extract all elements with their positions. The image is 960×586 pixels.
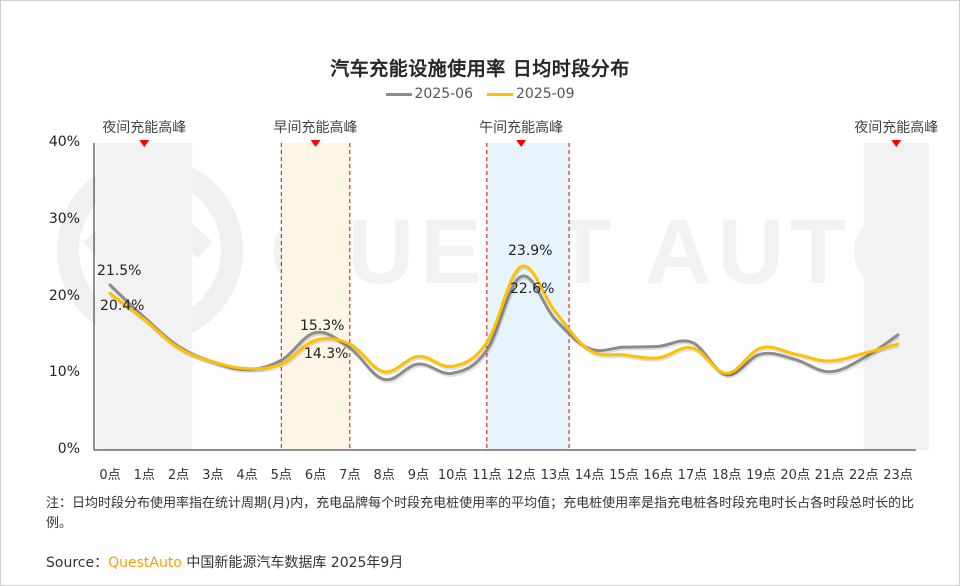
watermark-text: QUEST AUTO: [270, 201, 928, 303]
x-tick-label: 7点: [339, 468, 361, 483]
y-tick-label: 10%: [48, 364, 80, 381]
x-tick-label: 5点: [270, 468, 292, 483]
legend-swatch-yellow: [487, 92, 513, 96]
data-label: 22.6%: [510, 281, 555, 297]
peak-band: [863, 143, 929, 450]
x-tick-label: 12点: [506, 468, 536, 483]
chart-title: 汽车充能设施使用率 日均时段分布: [330, 58, 630, 80]
x-tick-label: 16点: [643, 468, 673, 483]
peak-band: [486, 143, 570, 450]
x-tick-label: 23点: [883, 468, 913, 483]
peak-band: [281, 143, 350, 450]
peak-label: 午间充能高峰: [479, 120, 564, 136]
footnote: 注：日均时段分布使用率指在统计周期(月)内，充电品牌每个时段充电桩使用率的平均值…: [46, 496, 915, 531]
x-tick-label: 18点: [711, 468, 742, 483]
source-text: 中国新能源汽车数据库 2025年9月: [181, 555, 404, 571]
peak-marker-triangle: [891, 140, 902, 147]
legend-item-2025-09[interactable]: 2025-09: [487, 86, 575, 102]
x-tick-label: 1点: [133, 468, 155, 483]
y-tick-label: 30%: [48, 210, 80, 227]
data-label: 21.5%: [97, 263, 142, 279]
x-tick-label: 21点: [814, 468, 845, 483]
x-tick-label: 8点: [373, 468, 395, 483]
x-tick-label: 9点: [407, 468, 429, 483]
peak-label: 夜间充能高峰: [854, 120, 939, 136]
x-tick-label: 4点: [236, 468, 258, 483]
peak-marker-triangle: [516, 140, 527, 147]
source-brand: QuestAuto: [108, 555, 182, 571]
source-line: Source：QuestAuto 中国新能源汽车数据库 2025年9月: [46, 552, 403, 572]
x-tick-label: 0点: [99, 468, 121, 483]
y-tick-label: 40%: [48, 134, 80, 150]
legend-label: 2025-09: [516, 86, 575, 102]
x-tick-label: 11点: [472, 468, 502, 483]
peak-markers: [139, 140, 902, 147]
legend-swatch-gray: [385, 92, 412, 96]
x-tick-label: 10点: [437, 468, 468, 483]
legend-item-2025-06[interactable]: 2025-06: [385, 86, 474, 102]
peak-label: 夜间充能高峰: [102, 120, 187, 136]
data-label: 15.3%: [300, 318, 345, 334]
series-lines: [108, 264, 900, 384]
data-label: 14.3%: [304, 346, 349, 362]
series-line-2025-09: [108, 264, 900, 375]
x-tick-label: 19点: [746, 468, 776, 483]
legend-label: 2025-06: [414, 86, 474, 102]
y-tick-label: 20%: [48, 287, 80, 304]
peak-marker-triangle: [139, 140, 150, 147]
y-tick-label: 0%: [57, 441, 80, 457]
series-shadow: [110, 266, 900, 377]
data-label: 20.4%: [100, 298, 145, 314]
x-tick-label: 2点: [167, 468, 190, 483]
x-tick-label: 20点: [780, 468, 810, 483]
source-prefix: Source：: [46, 555, 109, 571]
peak-label: 早间充能高峰: [273, 120, 358, 136]
x-tick-label: 3点: [202, 468, 224, 483]
peak-bands: [96, 143, 929, 450]
legend: 2025-06 2025-09: [0, 86, 960, 102]
x-tick-label: 22点: [848, 468, 879, 483]
x-tick-label: 13点: [540, 468, 571, 483]
series-shadow: [109, 276, 900, 384]
x-tick-label: 6点: [304, 468, 327, 483]
data-label: 23.9%: [508, 243, 553, 259]
x-tick-label: 15点: [609, 468, 639, 483]
x-tick-label: 14点: [574, 468, 605, 483]
axes: [93, 143, 916, 451]
peak-marker-triangle: [310, 140, 321, 147]
x-tick-label: 17点: [677, 468, 708, 483]
